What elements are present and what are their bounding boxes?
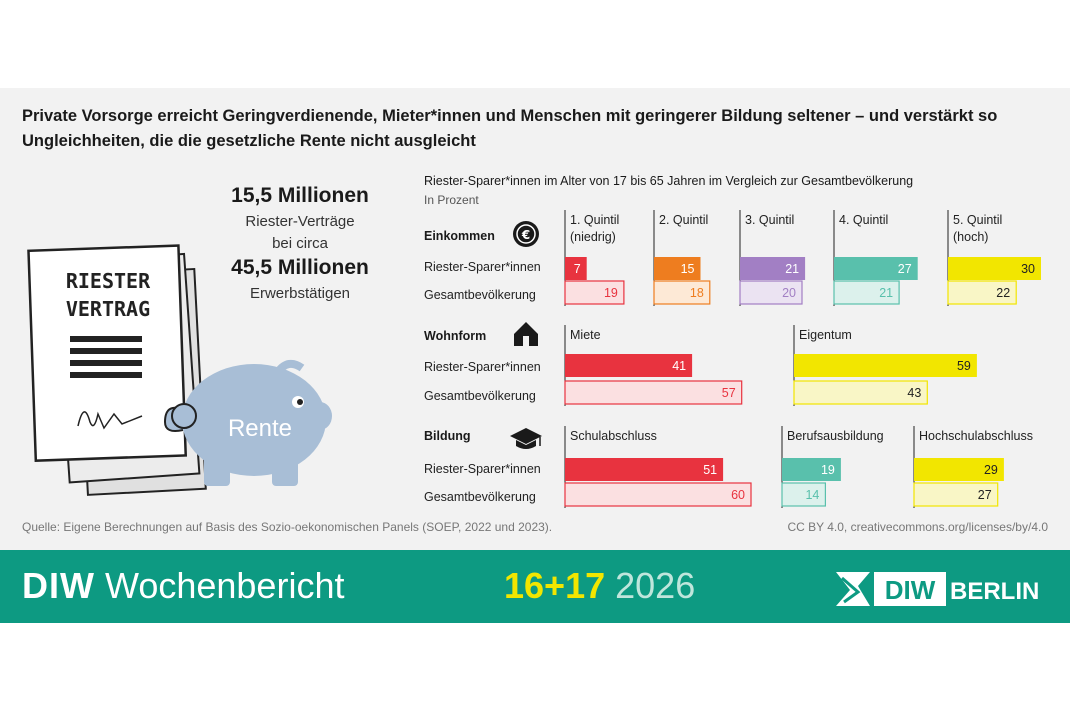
value-label-riester-5-quintil: 30	[1021, 262, 1035, 276]
row-label-riester-wohnform: Riester-Sparer*innen	[424, 360, 541, 374]
euro-coin-icon: €	[513, 221, 539, 247]
category-label-berufsausbildung: Berufsausbildung	[787, 429, 884, 443]
diw-logo-icon	[836, 572, 870, 606]
bar-gesamt-schulabschluss	[564, 482, 752, 507]
value-label-gesamt-schulabschluss: 60	[731, 488, 745, 502]
document-stack-icon: RIESTER VERTRAG	[27, 244, 207, 496]
workers-count: 45,5 Millionen	[231, 256, 369, 279]
value-label-riester-hochschulabschluss: 29	[984, 463, 998, 477]
value-label-gesamt-2-quintil: 18	[690, 286, 704, 300]
bar-riester-3-quintil	[740, 257, 806, 280]
bar-gesamt-5-quintil	[947, 280, 1017, 305]
category-label-schulabschluss: Schulabschluss	[570, 429, 657, 443]
category-label-5-quintil: 5. Quintil	[953, 213, 1002, 227]
source-note: Quelle: Eigene Berechnungen auf Basis de…	[22, 520, 553, 534]
document-title-1: RIESTER	[66, 269, 151, 293]
category-label-1-quintil-sub: (niedrig)	[570, 230, 616, 244]
value-label-riester-2-quintil: 15	[681, 262, 695, 276]
issue-number: 16+17	[504, 565, 606, 606]
chart-title: Riester-Sparer*innen im Alter von 17 bis…	[424, 174, 914, 188]
logo-berlin: BERLIN	[950, 578, 1039, 605]
riester-illustration: RIESTER VERTRAG Rente	[27, 244, 332, 496]
diw-berlin-logo: DIW BERLIN	[836, 572, 1039, 606]
value-label-riester-eigentum: 59	[957, 359, 971, 373]
bar-gesamt-4-quintil	[833, 280, 900, 305]
value-label-riester-berufsausbildung: 19	[821, 463, 835, 477]
value-label-gesamt-miete: 57	[722, 386, 736, 400]
value-label-gesamt-5-quintil: 22	[996, 286, 1010, 300]
bar-riester-1-quintil	[565, 257, 587, 280]
value-label-riester-3-quintil: 21	[785, 262, 799, 276]
bar-gesamt-miete	[564, 380, 743, 405]
bar-gesamt-1-quintil	[564, 280, 625, 305]
value-label-gesamt-4-quintil: 21	[879, 286, 893, 300]
bar-riester-schulabschluss	[565, 458, 724, 481]
logo-diw: DIW	[885, 575, 936, 605]
connector-text: bei circa	[272, 235, 328, 252]
bar-riester-miete	[565, 354, 693, 377]
value-label-gesamt-eigentum: 43	[907, 386, 921, 400]
house-icon	[514, 322, 538, 346]
footer-issue: 16+17 2026	[504, 565, 695, 607]
piggy-bank-icon: Rente	[163, 359, 332, 486]
row-label-gesamt-bildung: Gesamtbevölkerung	[424, 490, 536, 504]
value-label-gesamt-berufsausbildung: 14	[805, 488, 819, 502]
bar-riester-berufsausbildung	[782, 458, 841, 481]
piggy-label: Rente	[228, 415, 292, 442]
bar-riester-2-quintil	[654, 257, 701, 280]
footer-brand-word: Wochenbericht	[105, 565, 345, 606]
footer-brand: DIW Wochenbericht	[22, 565, 344, 607]
footer-brand-bold: DIW	[22, 565, 95, 606]
value-label-riester-miete: 41	[672, 359, 686, 373]
bar-gesamt-3-quintil	[739, 280, 803, 305]
bar-gesamt-2-quintil	[653, 280, 711, 305]
document-title-2: VERTRAG	[66, 297, 150, 321]
value-label-riester-schulabschluss: 51	[703, 463, 717, 477]
bar-gesamt-berufsausbildung	[781, 482, 827, 507]
row-label-riester-einkommen: Riester-Sparer*innen	[424, 260, 541, 274]
graduation-cap-icon	[510, 428, 542, 449]
group-label-wohnform: Wohnform	[424, 329, 487, 343]
group-label-einkommen: Einkommen	[424, 229, 495, 243]
category-label-eigentum: Eigentum	[799, 328, 852, 342]
category-label-4-quintil: 4. Quintil	[839, 213, 888, 227]
category-label-1-quintil: 1. Quintil	[570, 213, 619, 227]
category-label-hochschulabschluss: Hochschulabschluss	[919, 429, 1033, 443]
value-label-gesamt-3-quintil: 20	[782, 286, 796, 300]
bar-riester-4-quintil	[834, 257, 918, 280]
svg-text:€: €	[521, 228, 530, 242]
workers-label: Erwerbstätigen	[249, 285, 351, 302]
bar-gesamt-hochschulabschluss	[913, 482, 999, 507]
category-label-2-quintil: 2. Quintil	[659, 213, 708, 227]
bar-riester-5-quintil	[948, 257, 1041, 280]
category-label-5-quintil-sub: (hoch)	[953, 230, 988, 244]
contracts-count: 15,5 Millionen	[231, 184, 369, 207]
value-label-gesamt-hochschulabschluss: 27	[978, 488, 992, 502]
value-label-riester-1-quintil: 7	[574, 262, 581, 276]
license-note: CC BY 4.0, creativecommons.org/licenses/…	[787, 520, 1048, 534]
chart-unit: In Prozent	[424, 193, 479, 207]
signature-icon	[77, 411, 143, 430]
value-label-riester-4-quintil: 27	[898, 262, 912, 276]
page-title: Private Vorsorge erreicht Geringverdiene…	[22, 107, 998, 150]
value-label-gesamt-1-quintil: 19	[604, 286, 618, 300]
category-label-3-quintil: 3. Quintil	[745, 213, 794, 227]
category-label-miete: Miete	[570, 328, 601, 342]
bar-gesamt-eigentum	[793, 380, 928, 405]
row-label-riester-bildung: Riester-Sparer*innen	[424, 462, 541, 476]
bar-riester-hochschulabschluss	[914, 458, 1004, 481]
issue-year: 2026	[615, 565, 696, 606]
row-label-gesamt-einkommen: Gesamtbevölkerung	[424, 288, 536, 302]
bar-riester-eigentum	[794, 354, 977, 377]
group-label-bildung: Bildung	[424, 429, 471, 443]
contracts-label: Riester-Verträge	[245, 213, 355, 230]
row-label-gesamt-wohnform: Gesamtbevölkerung	[424, 389, 536, 403]
